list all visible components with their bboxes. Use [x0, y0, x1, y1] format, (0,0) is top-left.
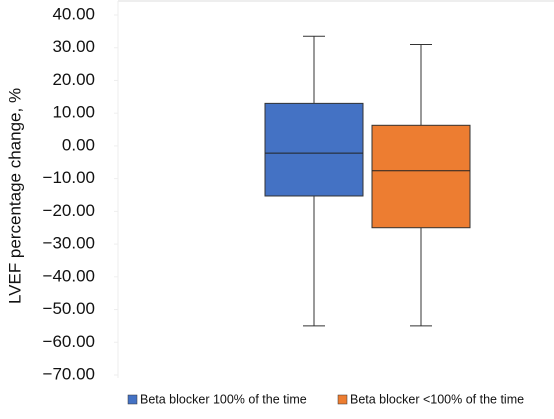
y-tick-label: 30.00: [52, 37, 95, 56]
legend-swatch: [127, 394, 138, 405]
box: [371, 124, 471, 229]
y-tick-label: −30.00: [43, 234, 95, 253]
box: [264, 102, 364, 197]
y-tick-label: 20.00: [52, 70, 95, 89]
legend-label: Beta blocker 100% of the time: [140, 392, 307, 406]
y-tick-label: −10.00: [43, 168, 95, 187]
y-tick-label: −50.00: [43, 299, 95, 318]
y-tick-label: 40.00: [52, 4, 95, 23]
legend-label: Beta blocker <100% of the time: [350, 392, 524, 406]
legend-swatch: [337, 394, 348, 405]
y-tick-label: 0.00: [62, 135, 95, 154]
y-tick-label: 10.00: [52, 103, 95, 122]
y-tick-label: −60.00: [43, 332, 95, 351]
y-tick-label: −70.00: [43, 364, 95, 383]
y-axis-label: LVEF percentage change, %: [5, 88, 24, 304]
y-tick-label: −20.00: [43, 201, 95, 220]
y-tick-label: −40.00: [43, 266, 95, 285]
